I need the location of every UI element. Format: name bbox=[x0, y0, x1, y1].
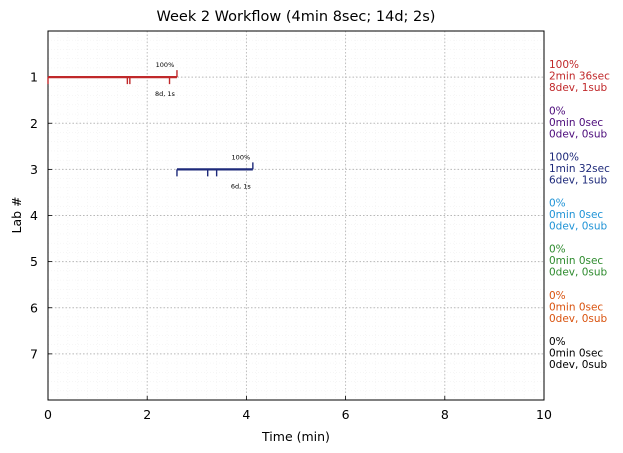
y-axis-ticks: 1 2 3 4 5 6 7 bbox=[30, 70, 52, 361]
lab-3-timeline: 100% 6d, 1s bbox=[176, 153, 254, 190]
summary-line: 0dev, 0sub bbox=[549, 128, 608, 140]
count-label: 6d, 1s bbox=[231, 182, 252, 190]
percent-label: 100% bbox=[156, 61, 175, 69]
summary-line: 0dev, 0sub bbox=[549, 221, 608, 233]
x-tick-label: 2 bbox=[143, 407, 151, 422]
summary-line: 100% bbox=[549, 151, 579, 163]
y-tick-label: 6 bbox=[30, 300, 38, 315]
summary-line: 8dev, 1sub bbox=[549, 82, 608, 94]
summary-line: 0% bbox=[549, 336, 566, 348]
summary-line: 0dev, 0sub bbox=[549, 359, 608, 371]
y-axis-label: Lab # bbox=[9, 196, 24, 233]
summary-line: 0min 0sec bbox=[549, 117, 603, 129]
y-tick-label: 1 bbox=[30, 70, 38, 85]
summary-line: 100% bbox=[549, 59, 579, 71]
lab-1-timeline: 100% 8d, 1s bbox=[47, 61, 178, 98]
x-tick-label: 4 bbox=[242, 407, 250, 422]
summary-line: 0min 0sec bbox=[549, 255, 603, 267]
lab-timelines: 100% 8d, 1s 100% 6d, 1s bbox=[47, 61, 254, 190]
x-axis-label: Time (min) bbox=[261, 429, 330, 444]
y-tick-label: 3 bbox=[30, 162, 38, 177]
x-tick-label: 10 bbox=[536, 407, 552, 422]
summary-line: 0dev, 0sub bbox=[549, 267, 608, 279]
summary-line: 0min 0sec bbox=[549, 209, 603, 221]
y-tick-label: 5 bbox=[30, 254, 38, 269]
percent-label: 100% bbox=[232, 153, 251, 161]
summary-line: 1min 32sec bbox=[549, 163, 610, 175]
x-axis-ticks: 0 2 4 6 8 10 bbox=[44, 396, 552, 422]
x-tick-label: 8 bbox=[441, 407, 449, 422]
count-label: 8d, 1s bbox=[155, 90, 176, 98]
summary-line: 0dev, 0sub bbox=[549, 313, 608, 325]
summary-line: 0% bbox=[549, 244, 566, 256]
summary-line: 0% bbox=[549, 198, 566, 210]
y-tick-label: 7 bbox=[30, 346, 38, 361]
summary-line: 0min 0sec bbox=[549, 347, 603, 359]
summary-line: 0% bbox=[549, 105, 566, 117]
summary-line: 6dev, 1sub bbox=[549, 174, 608, 186]
summary-line: 0min 0sec bbox=[549, 301, 603, 313]
chart-title: Week 2 Workflow (4min 8sec; 14d; 2s) bbox=[157, 9, 436, 25]
major-grid bbox=[48, 31, 544, 400]
y-tick-label: 2 bbox=[30, 116, 38, 131]
y-tick-label: 4 bbox=[30, 208, 38, 223]
summary-line: 0% bbox=[549, 290, 566, 302]
x-tick-label: 0 bbox=[44, 407, 52, 422]
x-tick-label: 6 bbox=[342, 407, 350, 422]
summary-line: 2min 36sec bbox=[549, 71, 610, 83]
